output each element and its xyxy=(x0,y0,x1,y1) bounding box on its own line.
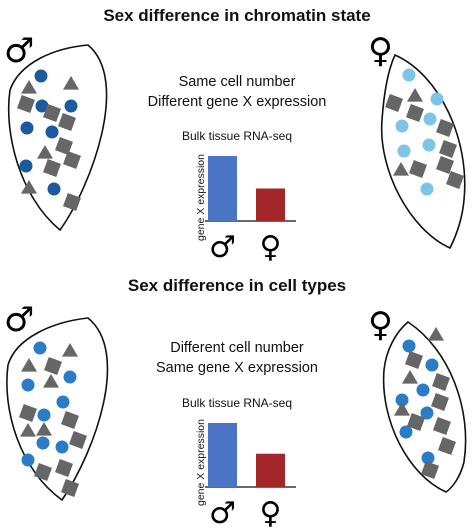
panel2-bar-label-female: ♀ xyxy=(260,496,282,530)
panel2-male-cell-square xyxy=(34,463,52,481)
panel1-female-cell-square xyxy=(409,160,427,178)
panel1-female-cell-circle xyxy=(395,119,409,133)
panel1-female-cell-circle xyxy=(397,144,411,158)
panel1-female-cell-triangle xyxy=(407,88,423,102)
panel2-male-cell-square xyxy=(61,411,79,429)
panel1-female-symbol: ♀ xyxy=(368,31,393,71)
panel1-male-cell-triangle xyxy=(37,145,53,159)
panel1-female-cell-square xyxy=(406,104,424,122)
panel2-male-cell-square xyxy=(69,431,87,449)
panel2-female-cell-circle xyxy=(425,358,439,372)
panel1-male-cell-square xyxy=(43,104,61,122)
panel2-female-symbol: ♀ xyxy=(368,305,393,345)
panel2-male-cell-circle xyxy=(55,440,69,454)
panel1-bar-female xyxy=(256,188,285,221)
panel1-male-cell-circle xyxy=(19,159,33,173)
panel2-female-cell-square xyxy=(407,413,425,431)
panel1-male-cell-circle xyxy=(45,125,59,139)
panel2-male-cell-triangle xyxy=(21,358,37,372)
panel2-male-cell-circle xyxy=(33,341,47,355)
panel2-male-cell-square xyxy=(55,459,73,477)
panel2-subtitle-line1: Different cell number xyxy=(170,340,304,356)
panel2-female-cell-square xyxy=(433,417,451,435)
panel2-female-cell-circle xyxy=(421,451,435,465)
panel1-female-cell-square xyxy=(436,156,454,174)
panel2-male-cell-circle xyxy=(63,370,77,384)
panel1-female-cell-circle xyxy=(422,138,436,152)
panel1-female-cell-circle xyxy=(423,112,437,126)
panel2-subtitle-line2: Same gene X expression xyxy=(155,360,318,376)
panel1-male-cell-square xyxy=(58,113,76,131)
panel2-title: Sex difference in cell types xyxy=(127,276,347,295)
panel1-female-cell-square xyxy=(385,94,403,112)
panel2-female-cell-triangle xyxy=(394,402,410,416)
panel2-male-cell-triangle xyxy=(62,343,78,357)
panel1-subtitle-line2: Different gene X expression xyxy=(147,94,327,110)
panel1-female-tissue-outline xyxy=(380,53,466,250)
panel2-female-cell-circle xyxy=(416,383,430,397)
panel1-male-cell-circle xyxy=(64,99,78,113)
panel1-bar-male xyxy=(208,156,237,221)
panel1-male-cell-square xyxy=(17,95,35,113)
panel2-female-cell-circle xyxy=(420,406,434,420)
panel1-male-cell-square xyxy=(43,159,61,177)
panel2-male-cell-triangle xyxy=(43,374,59,388)
panel1-male-cell-triangle xyxy=(21,180,37,194)
panel2-female-cell-square xyxy=(421,461,439,479)
panel1-male-cell-circle xyxy=(47,182,61,196)
panel1-bar-label-male: ♂ xyxy=(209,230,236,265)
panel2-female-cell-triangle xyxy=(428,327,444,341)
panel2-male-symbol: ♂ xyxy=(4,300,34,340)
panel1-male-cell-circle xyxy=(34,69,48,83)
panel2-female-cell-circle xyxy=(395,393,409,407)
panel2-bar-label-male: ♂ xyxy=(209,496,236,530)
panel1-title: Sex difference in chromatin state xyxy=(103,6,371,25)
panel2-female-cell-circle xyxy=(402,339,416,353)
panel1-male-cell-square xyxy=(55,137,73,155)
panel2-female-cell-triangle xyxy=(402,370,418,384)
panel2-female-cell-square xyxy=(405,351,423,369)
panel1-male-tissue-outline xyxy=(7,44,108,232)
panel1-male-cell-circle xyxy=(20,121,34,135)
panel2-bar-male xyxy=(208,423,237,487)
panel2-male-cell-square xyxy=(61,479,79,497)
panel1-male-cell-triangle xyxy=(63,76,79,90)
panel2-male-cell-circle xyxy=(37,408,51,422)
panel2-male-cell-triangle xyxy=(20,423,36,437)
panel1-female-cell-square xyxy=(439,140,457,158)
panel1-female-cell-circle xyxy=(420,182,434,196)
panel1-male-cell-triangle xyxy=(21,80,37,94)
panel1-female-cell-square xyxy=(446,171,464,189)
panel1-bar-label-female: ♀ xyxy=(260,230,282,265)
panel2-male-cell-square xyxy=(44,357,62,375)
panel2-female-cell-square xyxy=(431,393,449,411)
panel1-female-cell-circle xyxy=(402,68,416,82)
panel1-female-cell-square xyxy=(436,119,454,137)
panel2-female-cell-circle xyxy=(399,425,413,439)
panel1-female-cell-triangle xyxy=(393,162,409,176)
panel2-female-cell-square xyxy=(432,373,450,391)
panel2-male-cell-triangle xyxy=(36,422,52,436)
panel2-female-cell-square xyxy=(438,437,456,455)
panel2-bar-female xyxy=(256,453,285,487)
panel2-chart-title: Bulk tissue RNA-seq xyxy=(181,396,293,410)
panel2-male-cell-circle xyxy=(56,395,70,409)
panel2-male-cell-circle xyxy=(21,453,35,467)
panel1-subtitle-line1: Same cell number xyxy=(178,74,296,90)
panel1-female-cell-circle xyxy=(430,92,444,106)
panel2-male-cell-circle xyxy=(21,378,35,392)
panel1-chart-title: Bulk tissue RNA-seq xyxy=(181,129,293,143)
panel2-male-cell-square xyxy=(19,404,37,422)
panel2-male-cell-circle xyxy=(36,436,50,450)
panel1-male-cell-circle xyxy=(35,99,49,113)
panel1-male-cell-square xyxy=(63,151,81,169)
panel1-male-cell-square xyxy=(63,193,81,211)
